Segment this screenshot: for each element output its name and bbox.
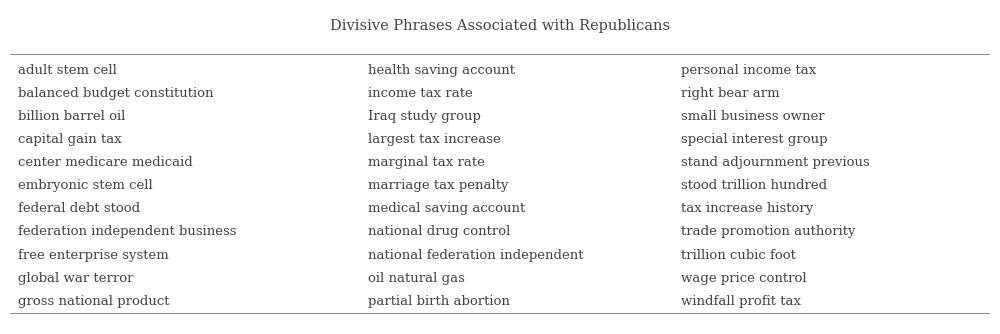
Text: partial birth abortion: partial birth abortion xyxy=(368,295,510,308)
Text: adult stem cell: adult stem cell xyxy=(18,64,117,77)
Text: windfall profit tax: windfall profit tax xyxy=(681,295,801,308)
Text: balanced budget constitution: balanced budget constitution xyxy=(18,87,213,100)
Text: health saving account: health saving account xyxy=(368,64,515,77)
Text: right bear arm: right bear arm xyxy=(681,87,780,100)
Text: billion barrel oil: billion barrel oil xyxy=(18,110,125,123)
Text: oil natural gas: oil natural gas xyxy=(368,272,465,285)
Text: income tax rate: income tax rate xyxy=(368,87,472,100)
Text: stood trillion hundred: stood trillion hundred xyxy=(681,179,827,192)
Text: small business owner: small business owner xyxy=(681,110,825,123)
Text: embryonic stem cell: embryonic stem cell xyxy=(18,179,153,192)
Text: national federation independent: national federation independent xyxy=(368,248,583,262)
Text: capital gain tax: capital gain tax xyxy=(18,133,122,146)
Text: marriage tax penalty: marriage tax penalty xyxy=(368,179,508,192)
Text: trillion cubic foot: trillion cubic foot xyxy=(681,248,796,262)
Text: free enterprise system: free enterprise system xyxy=(18,248,169,262)
Text: global war terror: global war terror xyxy=(18,272,133,285)
Text: personal income tax: personal income tax xyxy=(681,64,817,77)
Text: national drug control: national drug control xyxy=(368,225,510,238)
Text: wage price control: wage price control xyxy=(681,272,807,285)
Text: marginal tax rate: marginal tax rate xyxy=(368,156,485,169)
Text: federal debt stood: federal debt stood xyxy=(18,202,140,215)
Text: trade promotion authority: trade promotion authority xyxy=(681,225,856,238)
Text: medical saving account: medical saving account xyxy=(368,202,525,215)
Text: Iraq study group: Iraq study group xyxy=(368,110,481,123)
Text: federation independent business: federation independent business xyxy=(18,225,236,238)
Text: stand adjournment previous: stand adjournment previous xyxy=(681,156,870,169)
Text: gross national product: gross national product xyxy=(18,295,169,308)
Text: tax increase history: tax increase history xyxy=(681,202,814,215)
Text: special interest group: special interest group xyxy=(681,133,828,146)
Text: largest tax increase: largest tax increase xyxy=(368,133,500,146)
Text: center medicare medicaid: center medicare medicaid xyxy=(18,156,193,169)
Text: Divisive Phrases Associated with Republicans: Divisive Phrases Associated with Republi… xyxy=(330,19,670,33)
